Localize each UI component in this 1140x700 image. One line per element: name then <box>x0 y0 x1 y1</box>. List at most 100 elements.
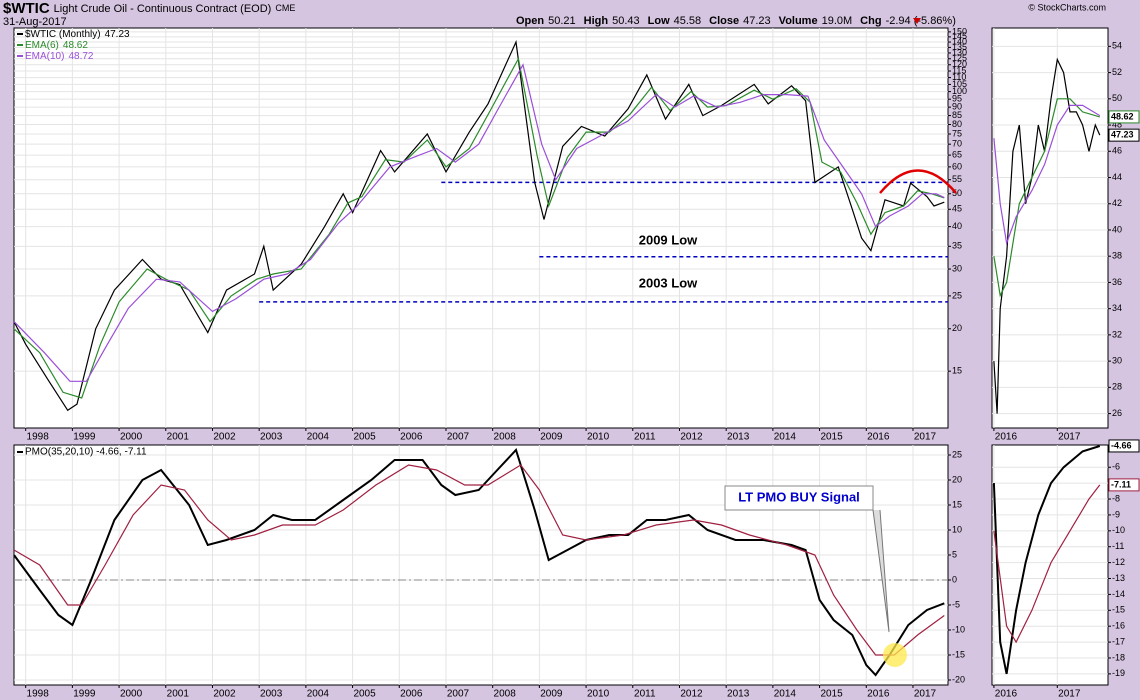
y-tick-label: 80 <box>952 119 962 129</box>
y-tick-label: 40 <box>1112 224 1122 234</box>
x-tick-label: 2016 <box>867 689 890 700</box>
x-tick-label: 2014 <box>774 432 797 443</box>
date: 31-Aug-2017 <box>3 16 67 28</box>
quote-value: -2.94 (-5.86%) <box>886 15 956 27</box>
y-tick-label: 135 <box>952 42 967 52</box>
y-tick-label: 100 <box>952 86 967 96</box>
x-tick-label: 2014 <box>774 689 797 700</box>
x-tick-label: 2000 <box>120 432 143 443</box>
y-tick-label: 25 <box>952 449 962 459</box>
x-tick-label: 2010 <box>587 432 610 443</box>
y-tick-label: 145 <box>952 31 967 41</box>
legend-value: 48.62 <box>63 40 88 51</box>
y-tick-label: -10 <box>1112 525 1125 535</box>
y-tick-label: 85 <box>952 110 962 120</box>
y-tick-label: 95 <box>952 94 962 104</box>
y-tick-label: 25 <box>952 290 962 300</box>
last-value-label: -4.66 <box>1111 440 1132 450</box>
x-tick-label: 1999 <box>73 432 96 443</box>
y-tick-label: 105 <box>952 79 967 89</box>
y-tick-label: 38 <box>1112 251 1122 261</box>
y-tick-label: 50 <box>952 188 962 198</box>
x-tick-label: 2008 <box>494 432 517 443</box>
quote-label: Close <box>709 15 739 27</box>
y-tick-label: 48 <box>1112 119 1122 129</box>
y-tick-label: 110 <box>952 72 966 82</box>
y-tick-label: -18 <box>1112 652 1125 662</box>
x-tick-label: 1999 <box>73 689 96 700</box>
y-tick-label: 20 <box>952 474 962 484</box>
y-tick-label: 0 <box>952 574 957 584</box>
y-tick-label: 54 <box>1112 41 1122 51</box>
symbol: $WTIC <box>3 0 50 17</box>
x-tick-label: 2005 <box>353 689 376 700</box>
y-tick-label: -16 <box>1112 621 1125 631</box>
y-tick-label: 45 <box>952 204 962 214</box>
quote-row: Open 50.21 High 50.43 Low 45.58 Close 47.23 Volu… <box>516 15 956 27</box>
x-tick-label: 2003 <box>260 432 283 443</box>
down-arrow <box>913 18 921 24</box>
series-line <box>13 464 945 656</box>
x-tick-label: 2004 <box>307 689 330 700</box>
x-tick-label: 2013 <box>727 689 750 700</box>
series-line <box>13 448 945 677</box>
y-tick-label: 75 <box>952 128 962 138</box>
x-tick-label: 2002 <box>213 689 236 700</box>
y-tick-label: -6 <box>1112 462 1120 472</box>
x-tick-label: 2001 <box>167 432 190 443</box>
y-tick-label: -15 <box>952 649 965 659</box>
x-tick-label: 2010 <box>587 689 610 700</box>
y-tick-label: 90 <box>952 102 962 112</box>
y-tick-label: 55 <box>952 174 962 184</box>
series-line <box>13 63 945 382</box>
x-tick-label: 2013 <box>727 432 750 443</box>
resistance-arc <box>879 169 957 194</box>
y-tick-label: -11 <box>1112 541 1124 551</box>
x-tick-label: 2006 <box>400 432 423 443</box>
annotation: LT PMO BUY Signal <box>738 489 860 504</box>
legend-value: 48.72 <box>68 51 93 62</box>
x-tick-label: 2008 <box>494 689 517 700</box>
series-line <box>993 484 1101 644</box>
y-tick-label: 30 <box>1112 355 1122 365</box>
annotation-box <box>724 485 874 511</box>
y-tick-label: 40 <box>952 221 962 231</box>
y-tick-label: 44 <box>1112 172 1122 182</box>
panel <box>13 444 949 686</box>
y-tick-label: -14 <box>1112 589 1125 599</box>
x-tick-label: 2012 <box>680 689 703 700</box>
x-tick-label: 2016 <box>867 432 890 443</box>
x-tick-label: 2017 <box>914 432 937 443</box>
y-tick-label: 46 <box>1112 146 1122 156</box>
legend-value: 47.23 <box>105 29 130 40</box>
y-tick-label: 32 <box>1112 329 1122 339</box>
quote-label: Open <box>516 15 544 27</box>
legend-entry: $WTIC (Monthly) 47.23 <box>25 29 130 40</box>
y-tick-label: -13 <box>1112 573 1125 583</box>
quote-value: 45.58 <box>674 15 702 27</box>
x-tick-label: 2016 <box>995 432 1018 443</box>
panel <box>991 27 1109 429</box>
y-tick-label: 30 <box>952 263 962 273</box>
legend-name: EMA(6) <box>25 40 59 51</box>
x-tick-label: 1998 <box>27 689 50 700</box>
y-tick-label: 15 <box>952 366 962 376</box>
x-tick-label: 2015 <box>820 432 843 443</box>
x-tick-label: 2003 <box>260 689 283 700</box>
y-tick-label: 10 <box>952 524 962 534</box>
x-tick-label: 2006 <box>400 689 423 700</box>
y-tick-label: 34 <box>1112 303 1122 313</box>
legend-entry: EMA(6) 48.62 <box>25 40 88 51</box>
x-tick-label: 1998 <box>27 432 50 443</box>
y-tick-label: 115 <box>952 65 966 75</box>
series-line <box>992 445 1101 675</box>
x-tick-label: 2016 <box>995 689 1018 700</box>
x-tick-label: 2009 <box>540 432 563 443</box>
y-tick-label: -9 <box>1112 509 1120 519</box>
last-value-label: 48.62 <box>1111 111 1134 121</box>
quote-value: 50.43 <box>612 15 640 27</box>
y-tick-label: -19 <box>1112 668 1125 678</box>
y-tick-label: 60 <box>952 161 962 171</box>
last-value-box <box>1108 128 1140 142</box>
y-tick-label: 36 <box>1112 277 1122 287</box>
